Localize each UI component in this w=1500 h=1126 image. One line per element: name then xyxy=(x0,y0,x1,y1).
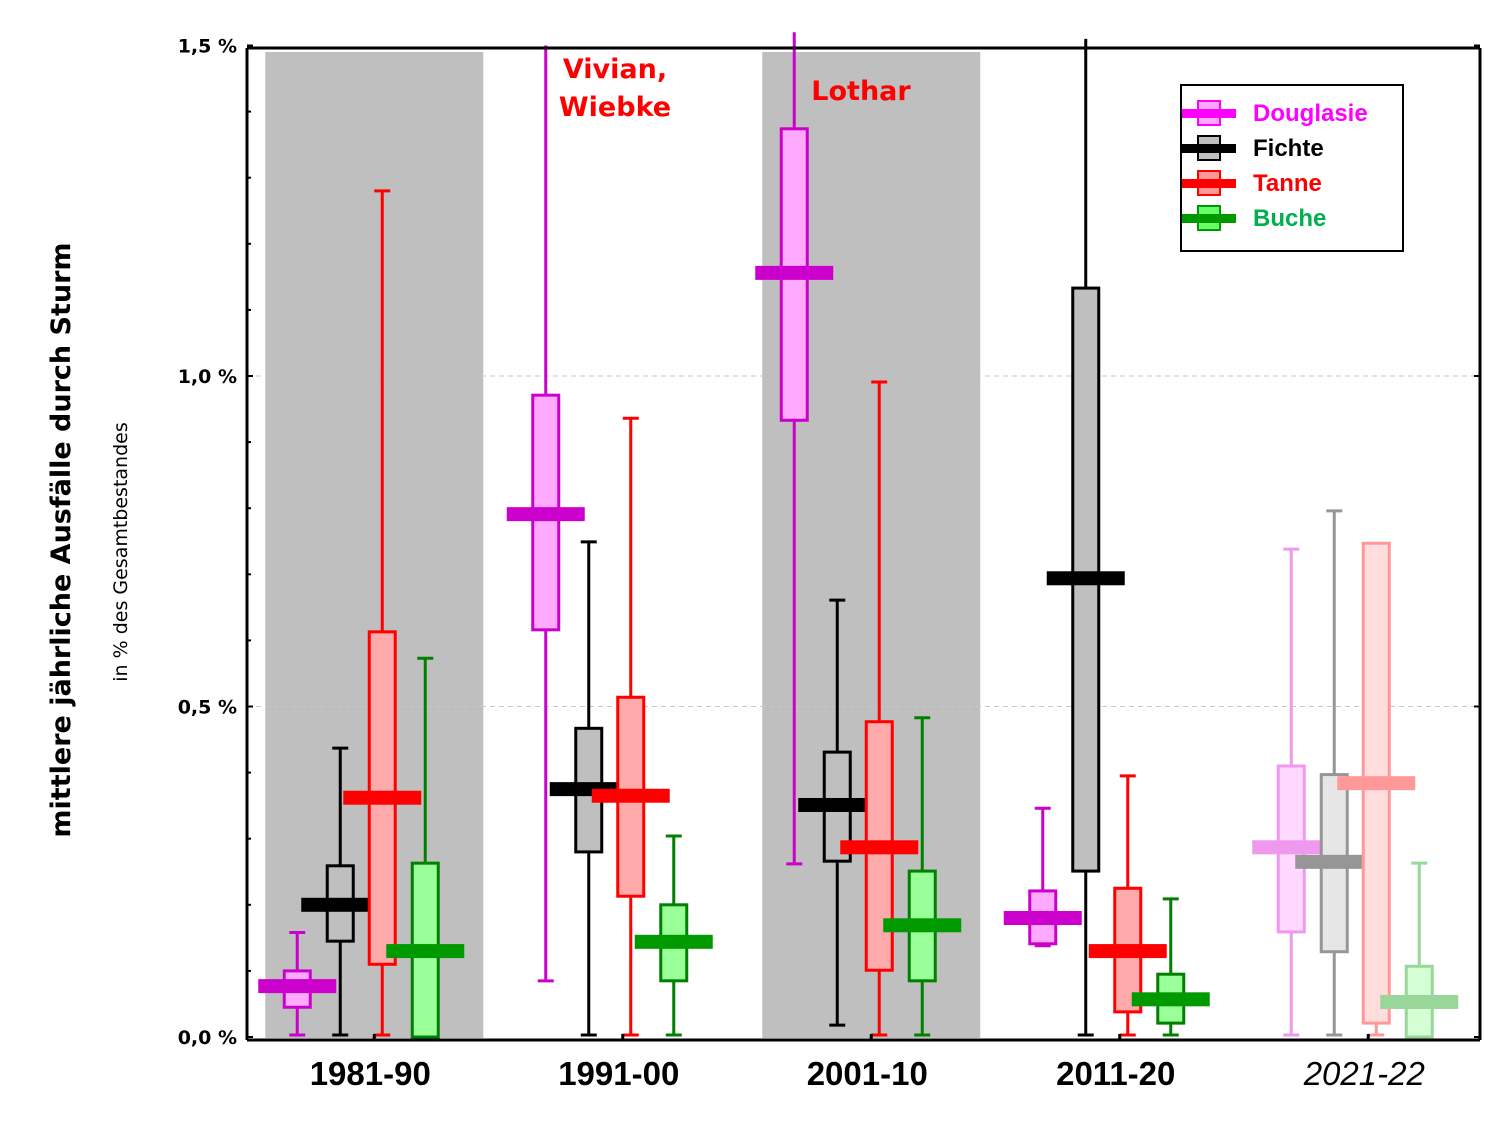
x-tick-label: 2021-22 xyxy=(1303,1055,1425,1092)
legend-swatch-bar xyxy=(1182,179,1236,188)
legend-swatch-bar xyxy=(1182,144,1236,153)
box-buche-2021-22 xyxy=(1380,861,1459,1039)
y-tick-label: 1,5 % xyxy=(178,36,237,58)
box-douglasie-1981-90 xyxy=(258,931,337,1037)
box-series xyxy=(258,32,1459,1039)
median-bar xyxy=(883,918,962,933)
box-douglasie-1991-00 xyxy=(506,45,585,983)
x-tick-labels: 1981-90 1991-00 2001-10 2011-20 2021-22 xyxy=(310,1055,1425,1092)
legend-label: Buche xyxy=(1253,205,1326,232)
y-axis-sublabel: in % des Gesamtbestandes xyxy=(110,422,132,682)
legend: Douglasie Fichte Tanne Buche xyxy=(1180,84,1404,252)
box-buche-1981-90 xyxy=(386,656,465,1039)
median-bar xyxy=(1380,994,1459,1009)
x-tick-label: 2001-10 xyxy=(807,1055,928,1092)
median-bar xyxy=(343,790,422,805)
y-tick-label: 0,5 % xyxy=(178,697,237,719)
median-bar xyxy=(1295,854,1374,869)
legend-swatch-bar xyxy=(1182,109,1236,118)
legend-label: Tanne xyxy=(1253,170,1322,197)
box-douglasie-2021-22 xyxy=(1252,547,1331,1037)
legend-label: Fichte xyxy=(1253,135,1324,162)
legend-entry-buche: Buche xyxy=(1182,205,1326,232)
x-tick-label: 1991-00 xyxy=(558,1055,679,1092)
median-bar xyxy=(755,265,834,280)
box-buche-2001-10 xyxy=(883,716,962,1037)
box-fichte-1991-00 xyxy=(549,540,628,1037)
series-douglasie xyxy=(258,32,1331,1037)
box-tanne-1991-00 xyxy=(591,416,670,1037)
median-bar xyxy=(301,897,380,912)
y-tick-label: 0,0 % xyxy=(178,1027,237,1049)
legend-swatch-bar xyxy=(1182,214,1236,223)
box-fichte-2011-20 xyxy=(1046,38,1125,1037)
box-douglasie-2001-10 xyxy=(755,32,834,866)
series-fichte xyxy=(301,38,1374,1037)
median-bar xyxy=(386,944,465,959)
annotation-text: Vivian, xyxy=(563,54,667,85)
median-bar xyxy=(840,840,919,855)
legend-entry-tanne: Tanne xyxy=(1182,170,1322,197)
box-buche-2011-20 xyxy=(1131,897,1210,1037)
box-tanne-2021-22 xyxy=(1337,541,1416,1037)
median-bar xyxy=(1003,911,1082,926)
annotation-text: Lothar xyxy=(811,76,911,107)
median-bar xyxy=(506,507,585,522)
legend-entry-fichte: Fichte xyxy=(1182,135,1324,162)
annotation-text: Wiebke xyxy=(559,92,671,123)
x-tick-label: 2011-20 xyxy=(1056,1055,1175,1092)
axes xyxy=(245,44,1482,1042)
median-bar xyxy=(1088,944,1167,959)
box-buche-1991-00 xyxy=(634,834,713,1037)
legend-entry-douglasie: Douglasie xyxy=(1182,100,1368,127)
legend-label: Douglasie xyxy=(1253,100,1368,127)
box-douglasie-2011-20 xyxy=(1003,806,1082,948)
box-tanne-2001-10 xyxy=(840,380,919,1037)
series-buche xyxy=(386,656,1459,1039)
median-bar xyxy=(1131,992,1210,1007)
y-tick-labels: 0,0 % 0,5 % 1,0 % 1,5 % xyxy=(178,36,237,1050)
box-fichte-1981-90 xyxy=(301,746,380,1037)
grid-lines xyxy=(247,375,1480,707)
median-bar xyxy=(1252,840,1331,855)
median-bar xyxy=(1046,571,1125,586)
series-tanne xyxy=(343,189,1416,1037)
median-bar xyxy=(591,788,670,803)
median-bar xyxy=(1337,776,1416,791)
x-tick-label: 1981-90 xyxy=(310,1055,431,1092)
median-bar xyxy=(634,934,713,949)
box-tanne-1981-90 xyxy=(343,189,422,1037)
median-bar xyxy=(258,979,337,994)
y-tick-label: 1,0 % xyxy=(178,366,237,388)
box-fichte-2021-22 xyxy=(1295,509,1374,1037)
box-tanne-2011-20 xyxy=(1088,774,1167,1037)
storm-annotations: Vivian, Wiebke Lothar xyxy=(559,54,912,123)
y-axis-label: mittlere jährliche Ausfälle durch Sturm xyxy=(46,242,77,837)
median-bar xyxy=(798,797,877,812)
